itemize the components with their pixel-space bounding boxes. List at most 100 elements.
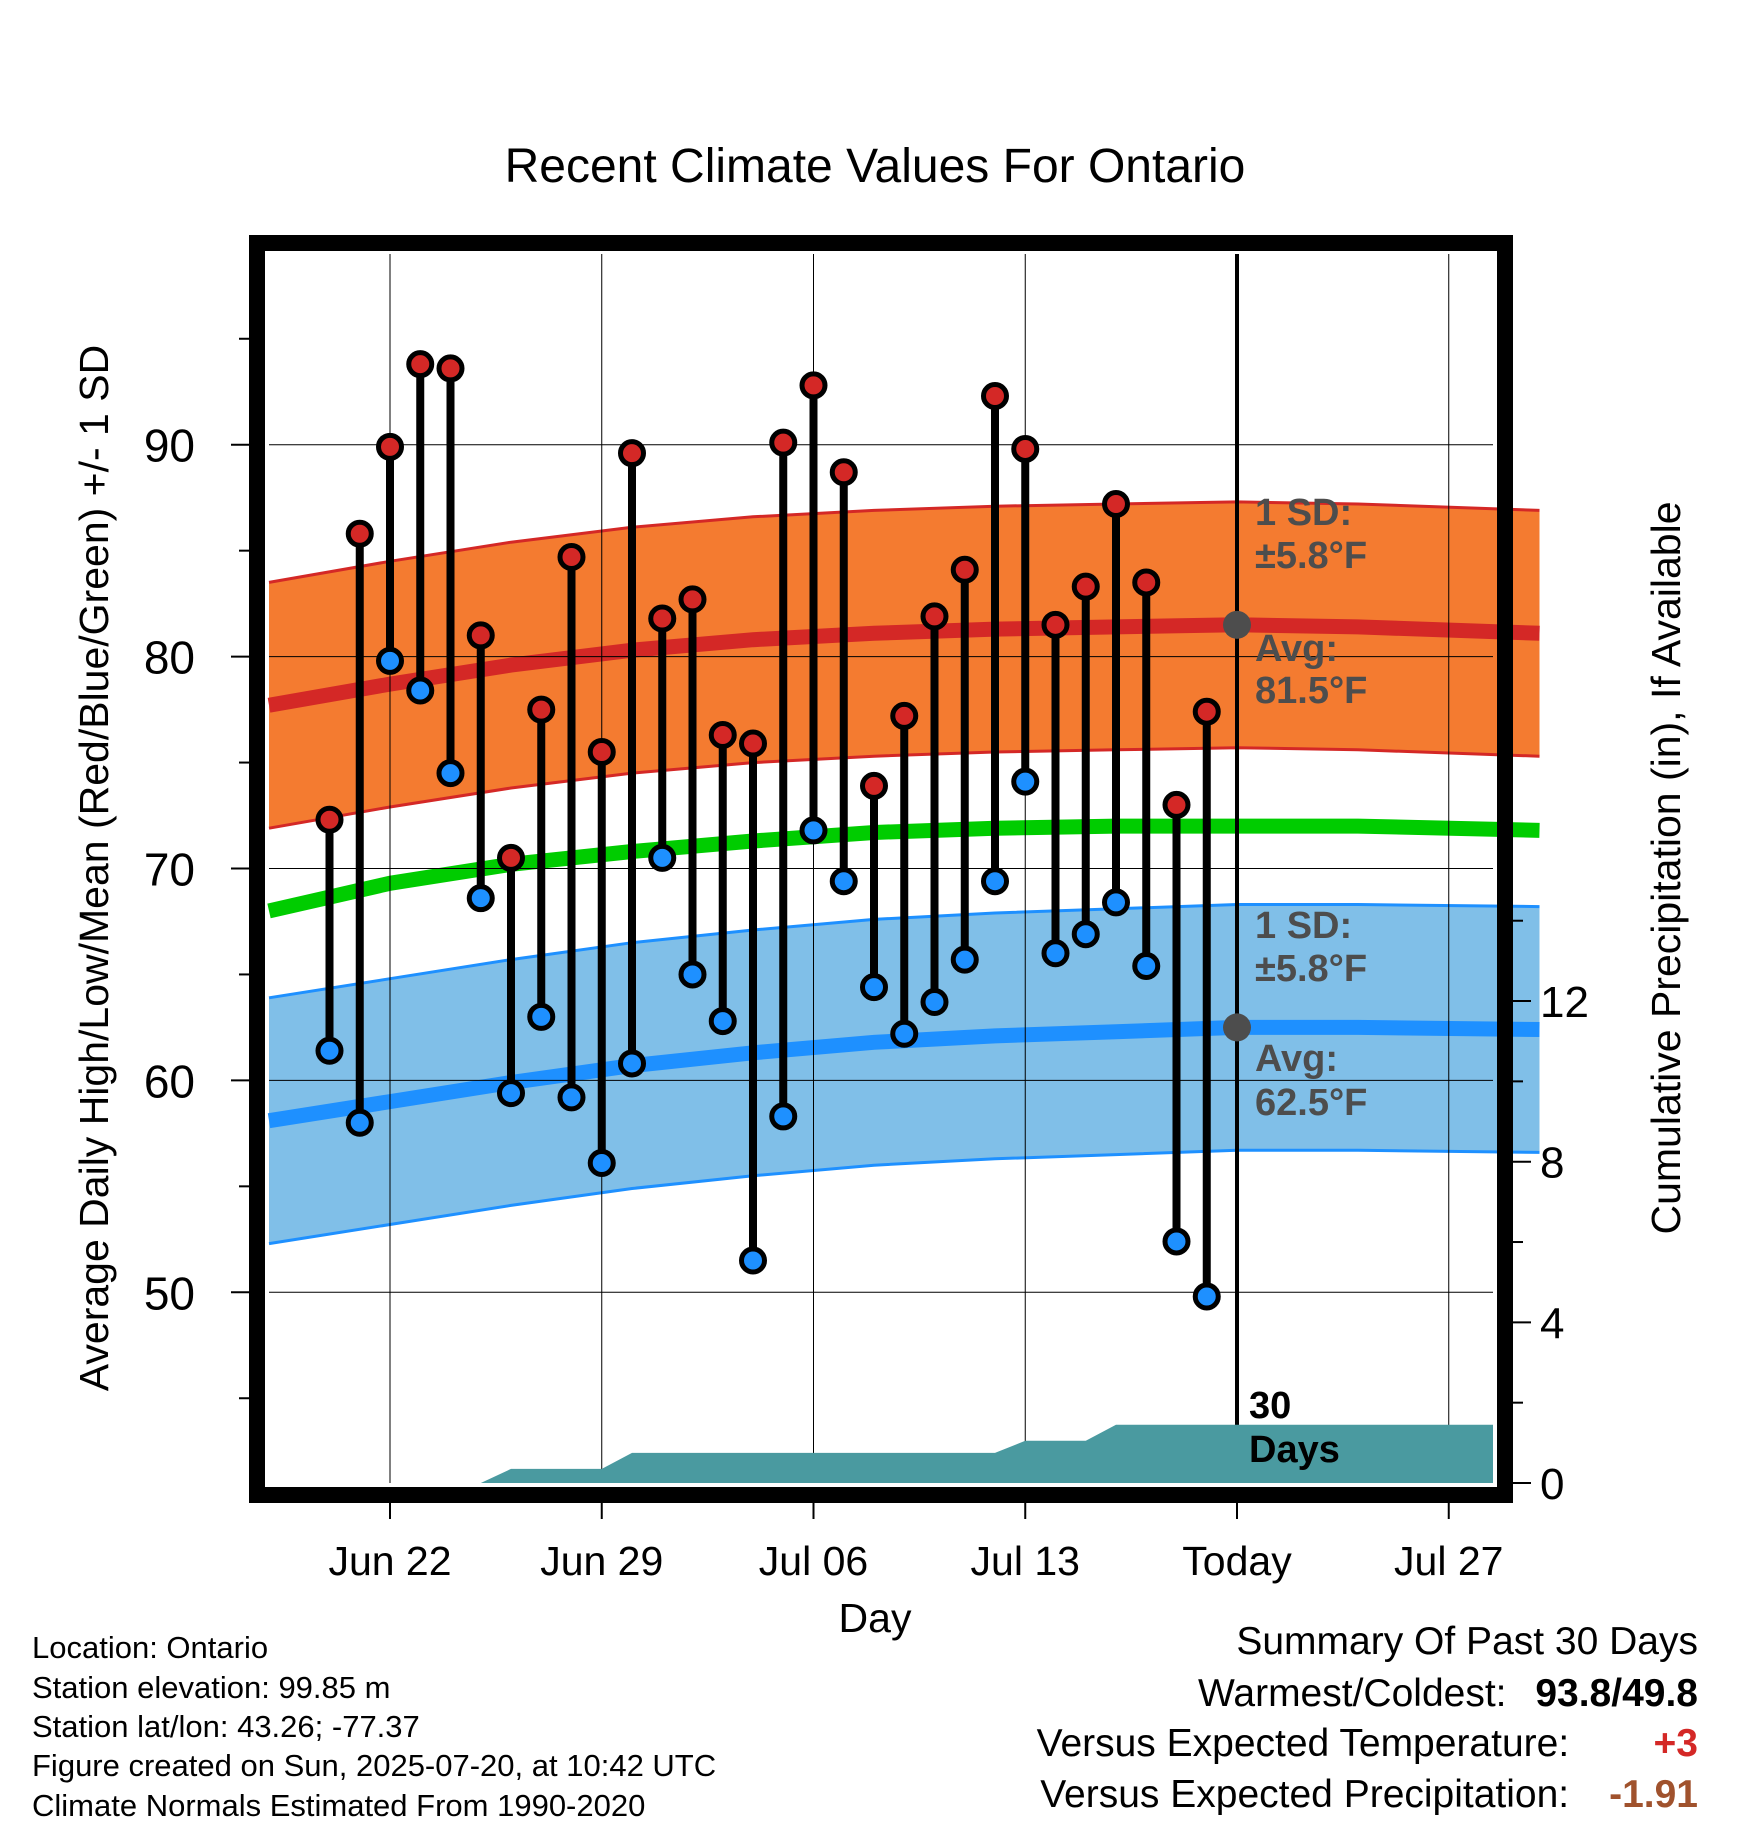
day-2025-06-21 bbox=[345, 519, 374, 1137]
annotation-low-avg-value: 62.5°F bbox=[1255, 1082, 1367, 1124]
day-low-point bbox=[587, 1149, 616, 1178]
day-low-point bbox=[376, 646, 404, 675]
day-2025-06-22 bbox=[376, 432, 404, 675]
precip-cumulative-area bbox=[269, 1424, 1493, 1483]
day-2025-07-07 bbox=[829, 458, 858, 896]
day-2025-06-29 bbox=[587, 737, 616, 1178]
annotation-low-sd-title: 1 SD: bbox=[1255, 905, 1352, 947]
day-2025-06-26 bbox=[497, 843, 525, 1108]
today-label-line1: 30 bbox=[1249, 1385, 1291, 1427]
day-low-point bbox=[315, 1036, 344, 1065]
day-2025-07-08 bbox=[860, 771, 888, 1002]
warmest-value: 93.8 bbox=[1535, 1672, 1612, 1715]
day-high-point bbox=[799, 371, 828, 400]
low-sd-band bbox=[269, 904, 1540, 1244]
y2-axis-label: Cumulative Precipitation (in), If Availa… bbox=[1643, 501, 1689, 1234]
day-high-point bbox=[527, 695, 556, 724]
day-high-point bbox=[1041, 610, 1070, 639]
summary-temp: Versus Expected Temperature: +3 bbox=[1037, 1722, 1698, 1766]
high-sd-lower-line bbox=[268, 746, 1540, 830]
day-low-point bbox=[1071, 920, 1100, 949]
day-2025-07-17 bbox=[1132, 568, 1161, 980]
day-high-point bbox=[1162, 790, 1191, 819]
day-2025-07-14 bbox=[1041, 610, 1070, 968]
annotation-high-sd-value: ±5.8°F bbox=[1255, 535, 1367, 577]
day-low-point bbox=[497, 1079, 525, 1108]
day-low-point bbox=[860, 973, 888, 1002]
day-low-point bbox=[345, 1108, 374, 1137]
annotation-low-sd-value: ±5.8°F bbox=[1255, 948, 1367, 990]
y-tick-label-90: 90 bbox=[144, 420, 195, 472]
x-tick-label-0: Jun 22 bbox=[328, 1538, 451, 1584]
daily-values bbox=[315, 350, 1251, 1311]
summary-precip: Versus Expected Precipitation: -1.91 bbox=[1040, 1773, 1698, 1817]
chart-labels: Recent Climate Values For Ontario Day Aver… bbox=[71, 140, 1689, 1641]
y2-tick-label-4: 4 bbox=[1540, 1299, 1564, 1348]
day-2025-06-23 bbox=[406, 350, 435, 705]
day-low-point bbox=[466, 884, 495, 913]
annotation-low-avg-title: Avg: bbox=[1255, 1038, 1338, 1080]
day-high-point bbox=[557, 543, 586, 572]
x-tick-label-3: Jul 13 bbox=[971, 1538, 1080, 1584]
low-avg-marker bbox=[1223, 1013, 1251, 1042]
day-high-point bbox=[315, 805, 344, 834]
day-low-point bbox=[981, 867, 1009, 896]
chart-title: Recent Climate Values For Ontario bbox=[505, 140, 1246, 193]
x-tick-label-2: Jul 06 bbox=[759, 1538, 868, 1584]
x-tick-label-5: Jul 27 bbox=[1394, 1538, 1503, 1584]
day-2025-07-12 bbox=[981, 381, 1009, 896]
day-low-point bbox=[527, 1002, 556, 1031]
day-high-point bbox=[1011, 434, 1040, 463]
y2-tick-label-12: 12 bbox=[1540, 978, 1589, 1027]
annotation-high-sd-title: 1 SD: bbox=[1255, 492, 1352, 534]
footer-latlon: Station lat/lon: 43.26; -77.37 bbox=[32, 1709, 420, 1744]
day-2025-07-10 bbox=[920, 602, 949, 1016]
day-low-point bbox=[1162, 1227, 1191, 1256]
summary-title: Summary Of Past 30 Days bbox=[1236, 1620, 1698, 1664]
day-low-point bbox=[618, 1049, 646, 1078]
axes: 50 60 70 80 90 0 4 8 12 Jun 22 Jun 29 Jul 06 Jul 13 T… bbox=[144, 235, 1589, 1584]
day-2025-07-03 bbox=[708, 721, 737, 1036]
day-2025-06-25 bbox=[466, 621, 495, 913]
y-tick-label-70: 70 bbox=[144, 844, 195, 896]
day-high-point bbox=[860, 771, 888, 800]
day-2025-07-02 bbox=[678, 585, 707, 989]
day-2025-07-19 bbox=[1192, 697, 1221, 1311]
y-tick-label-50: 50 bbox=[144, 1267, 195, 1319]
day-high-point bbox=[829, 458, 858, 487]
today-label-line2: Days bbox=[1249, 1429, 1340, 1471]
day-high-point bbox=[950, 555, 979, 584]
day-low-point bbox=[436, 759, 465, 788]
precip-label: Versus Expected Precipitation: bbox=[1040, 1773, 1570, 1816]
day-low-point bbox=[557, 1083, 586, 1112]
summary-warm-cold: Warmest/Coldest: 93.8/49.8 bbox=[1198, 1672, 1698, 1716]
day-high-point bbox=[678, 585, 707, 614]
day-low-point bbox=[406, 676, 435, 705]
day-high-point bbox=[1192, 697, 1221, 726]
day-high-point bbox=[1132, 568, 1161, 597]
day-low-point bbox=[708, 1007, 737, 1036]
normal-bands bbox=[267, 500, 1540, 1246]
y2-tick-label-0: 0 bbox=[1540, 1460, 1564, 1509]
day-low-point bbox=[769, 1102, 798, 1131]
low-normal-line bbox=[267, 1019, 1540, 1129]
high-sd-upper-line bbox=[268, 500, 1540, 584]
day-2025-07-11 bbox=[950, 555, 979, 974]
day-high-point bbox=[981, 381, 1009, 410]
day-high-point bbox=[376, 432, 404, 461]
day-high-point bbox=[890, 701, 919, 730]
day-high-point bbox=[587, 737, 616, 766]
low-sd-lower-line bbox=[268, 1148, 1540, 1246]
day-low-point bbox=[1011, 767, 1040, 796]
day-high-point bbox=[618, 439, 646, 468]
day-2025-07-09 bbox=[890, 701, 919, 1048]
footer-normals: Climate Normals Estimated From 1990-2020 bbox=[32, 1788, 646, 1823]
day-2025-07-04 bbox=[739, 729, 767, 1275]
coldest-value: 49.8 bbox=[1622, 1672, 1698, 1715]
day-2025-07-18 bbox=[1162, 790, 1191, 1256]
day-low-point bbox=[678, 960, 707, 989]
day-2025-07-01 bbox=[648, 604, 677, 872]
y-tick-label-80: 80 bbox=[144, 632, 195, 684]
precip-value: -1.91 bbox=[1609, 1773, 1698, 1816]
